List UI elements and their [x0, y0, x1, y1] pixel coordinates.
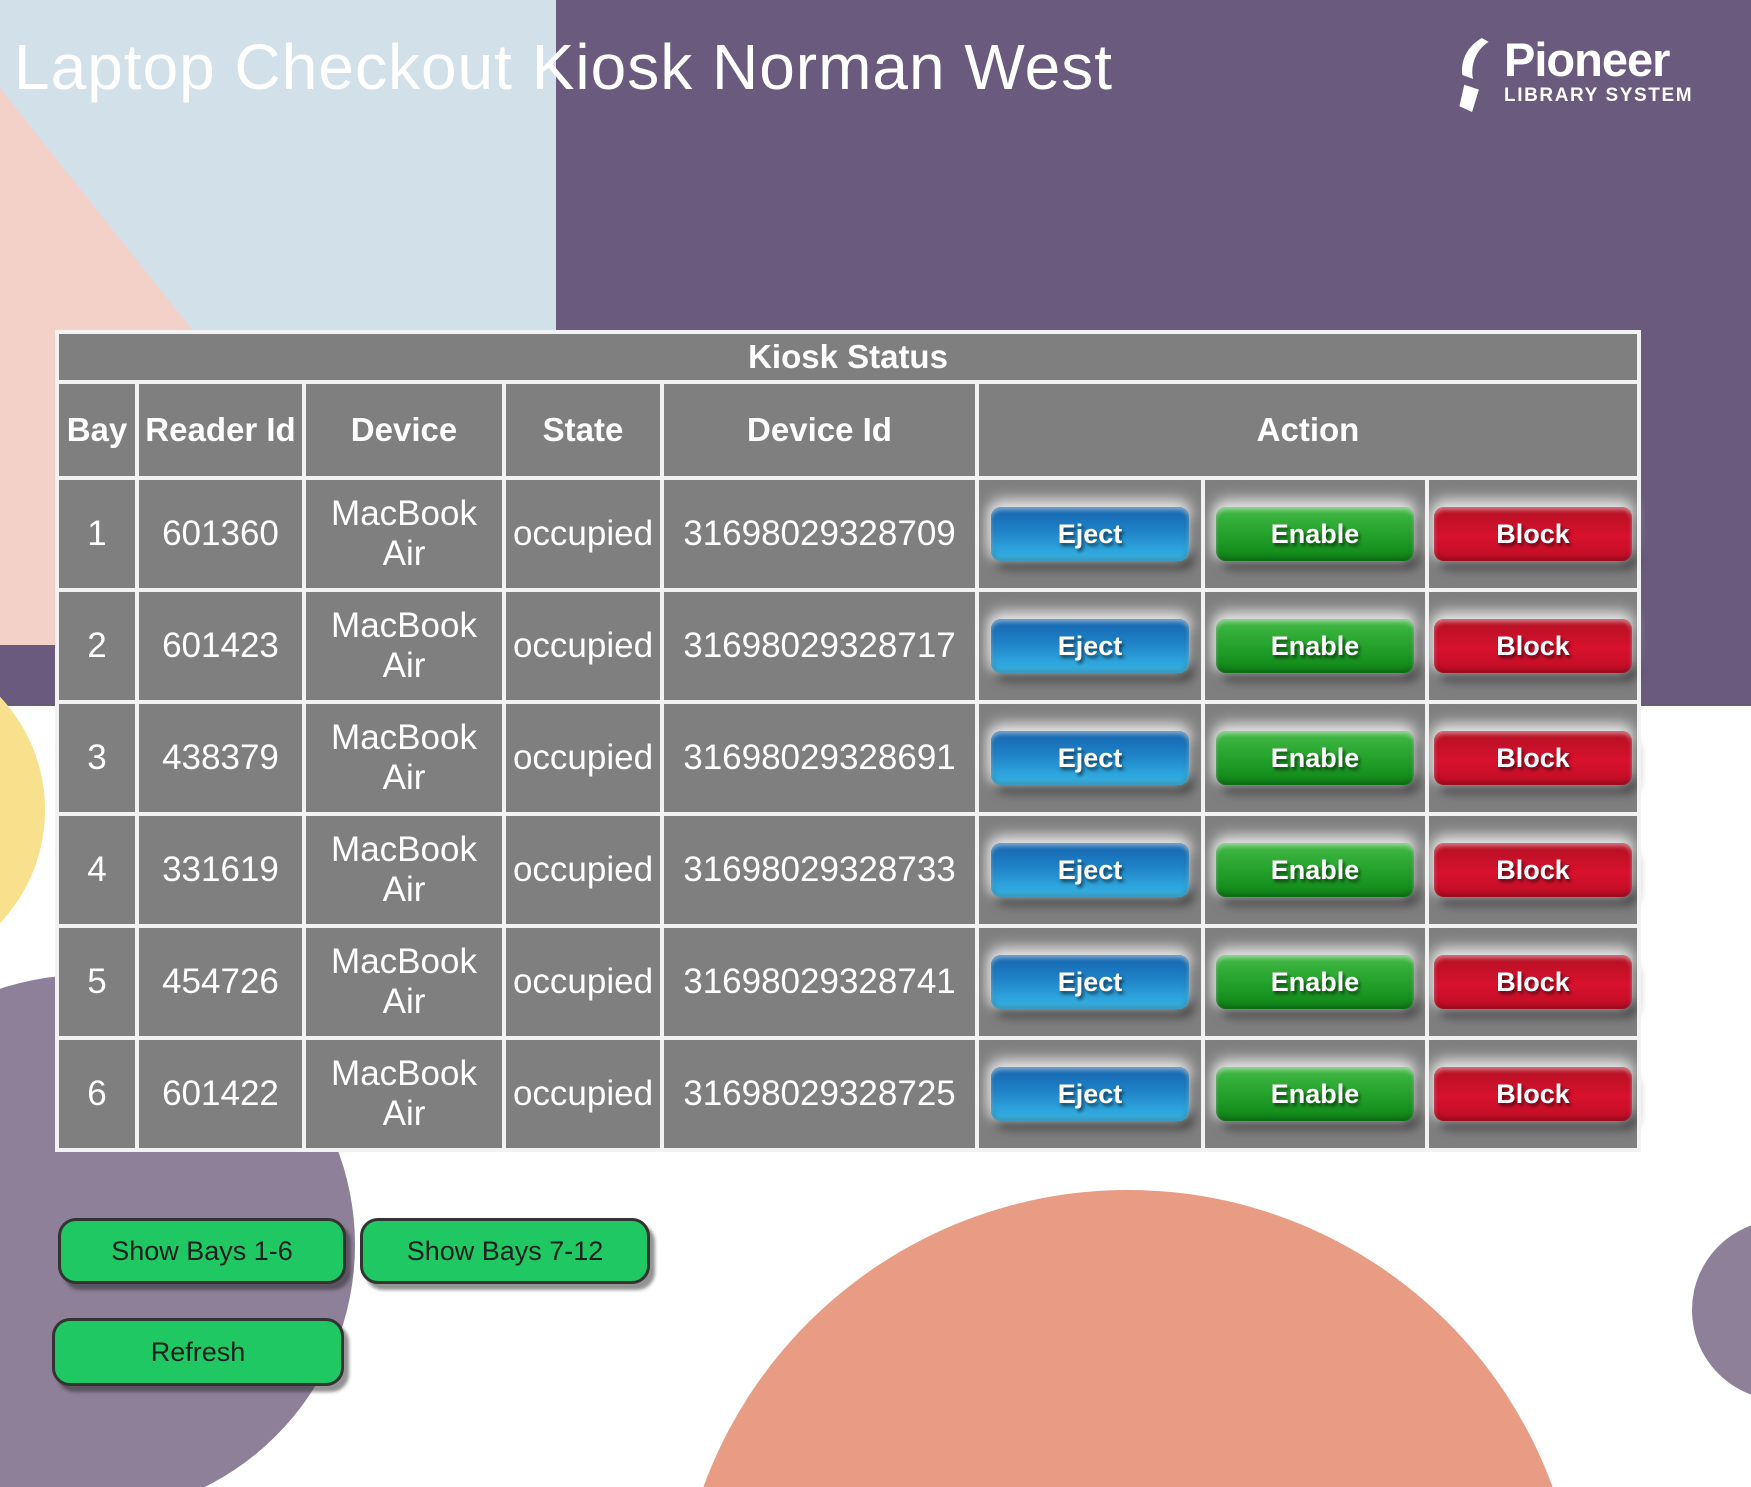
action-cell-block: Block — [1424, 476, 1642, 592]
table-row: 2 601423 MacBook Air occupied 3169802932… — [55, 588, 1642, 704]
device-cell: MacBook Air — [302, 588, 506, 704]
block-button[interactable]: Block — [1434, 731, 1632, 785]
logo-name: Pioneer — [1504, 33, 1670, 86]
device-id-cell: 31698029328725 — [660, 1036, 979, 1152]
action-cell-eject: Eject — [975, 1036, 1205, 1152]
bay-cell: 1 — [55, 476, 139, 592]
action-cell-enable: Enable — [1201, 476, 1429, 592]
enable-button[interactable]: Enable — [1216, 843, 1414, 897]
action-cell-block: Block — [1424, 588, 1642, 704]
eject-button[interactable]: Eject — [991, 731, 1189, 785]
table-row: 3 438379 MacBook Air occupied 3169802932… — [55, 700, 1642, 816]
column-header-reader-id: Reader Id — [135, 380, 306, 480]
column-header-action: Action — [974, 380, 1642, 480]
table-header-row: Bay Reader Id Device State Device Id Act… — [55, 380, 1642, 480]
eject-button[interactable]: Eject — [991, 955, 1189, 1009]
state-cell: occupied — [502, 700, 664, 816]
action-cell-enable: Enable — [1201, 924, 1429, 1040]
logo-subtitle: LIBRARY SYSTEM — [1504, 85, 1694, 106]
enable-button[interactable]: Enable — [1216, 955, 1414, 1009]
reader-id-cell: 601422 — [135, 1036, 306, 1152]
device-id-cell: 31698029328717 — [660, 588, 979, 704]
table-row: 1 601360 MacBook Air occupied 3169802932… — [55, 476, 1642, 592]
device-id-cell: 31698029328691 — [660, 700, 979, 816]
reader-id-cell: 438379 — [135, 700, 306, 816]
block-button[interactable]: Block — [1434, 1067, 1632, 1121]
state-cell: occupied — [502, 812, 664, 928]
table-row: 5 454726 MacBook Air occupied 3169802932… — [55, 924, 1642, 1040]
reader-id-cell: 331619 — [135, 812, 306, 928]
action-cell-enable: Enable — [1201, 812, 1429, 928]
device-cell: MacBook Air — [302, 476, 506, 592]
action-cell-enable: Enable — [1201, 1036, 1429, 1152]
page-title: Laptop Checkout Kiosk Norman West — [14, 31, 1113, 103]
enable-button[interactable]: Enable — [1216, 507, 1414, 561]
device-id-cell: 31698029328733 — [660, 812, 979, 928]
action-cell-eject: Eject — [975, 812, 1205, 928]
reader-id-cell: 454726 — [135, 924, 306, 1040]
column-header-bay: Bay — [55, 380, 139, 480]
block-button[interactable]: Block — [1434, 619, 1632, 673]
action-cell-eject: Eject — [975, 700, 1205, 816]
reader-id-cell: 601423 — [135, 588, 306, 704]
table-row: 4 331619 MacBook Air occupied 3169802932… — [55, 812, 1642, 928]
action-cell-eject: Eject — [975, 476, 1205, 592]
action-cell-block: Block — [1424, 924, 1642, 1040]
column-header-device-id: Device Id — [660, 380, 979, 480]
block-button[interactable]: Block — [1434, 843, 1632, 897]
state-cell: occupied — [502, 588, 664, 704]
enable-button[interactable]: Enable — [1216, 619, 1414, 673]
pioneer-logo: Pioneer LIBRARY SYSTEM — [1452, 36, 1693, 114]
enable-button[interactable]: Enable — [1216, 1067, 1414, 1121]
show-bays-7-12-button[interactable]: Show Bays 7-12 — [360, 1218, 650, 1284]
block-button[interactable]: Block — [1434, 955, 1632, 1009]
block-button[interactable]: Block — [1434, 507, 1632, 561]
device-id-cell: 31698029328709 — [660, 476, 979, 592]
action-cell-block: Block — [1424, 1036, 1642, 1152]
action-cell-enable: Enable — [1201, 588, 1429, 704]
background-purple-sliver — [1692, 1220, 1751, 1400]
device-cell: MacBook Air — [302, 1036, 506, 1152]
pioneer-logo-icon — [1459, 38, 1489, 113]
action-cell-block: Block — [1424, 812, 1642, 928]
bay-cell: 2 — [55, 588, 139, 704]
enable-button[interactable]: Enable — [1216, 731, 1414, 785]
reader-id-cell: 601360 — [135, 476, 306, 592]
background-salmon-circle — [676, 1190, 1580, 1487]
kiosk-status-table: Kiosk Status Bay Reader Id Device State … — [54, 330, 1642, 1152]
show-bays-1-6-button[interactable]: Show Bays 1-6 — [58, 1218, 346, 1284]
device-cell: MacBook Air — [302, 924, 506, 1040]
eject-button[interactable]: Eject — [991, 843, 1189, 897]
state-cell: occupied — [502, 1036, 664, 1152]
bay-cell: 6 — [55, 1036, 139, 1152]
device-id-cell: 31698029328741 — [660, 924, 979, 1040]
bay-cell: 5 — [55, 924, 139, 1040]
state-cell: occupied — [502, 476, 664, 592]
action-cell-enable: Enable — [1201, 700, 1429, 816]
device-cell: MacBook Air — [302, 700, 506, 816]
eject-button[interactable]: Eject — [991, 619, 1189, 673]
eject-button[interactable]: Eject — [991, 1067, 1189, 1121]
bay-cell: 3 — [55, 700, 139, 816]
table-title-row: Kiosk Status — [54, 330, 1642, 384]
device-cell: MacBook Air — [302, 812, 506, 928]
action-cell-eject: Eject — [975, 588, 1205, 704]
table-row: 6 601422 MacBook Air occupied 3169802932… — [55, 1036, 1642, 1152]
action-cell-block: Block — [1424, 700, 1642, 816]
column-header-state: State — [502, 380, 664, 480]
eject-button[interactable]: Eject — [991, 507, 1189, 561]
bay-cell: 4 — [55, 812, 139, 928]
refresh-button[interactable]: Refresh — [52, 1318, 344, 1386]
action-cell-eject: Eject — [975, 924, 1205, 1040]
column-header-device: Device — [302, 380, 506, 480]
state-cell: occupied — [502, 924, 664, 1040]
table-title: Kiosk Status — [54, 330, 1642, 384]
